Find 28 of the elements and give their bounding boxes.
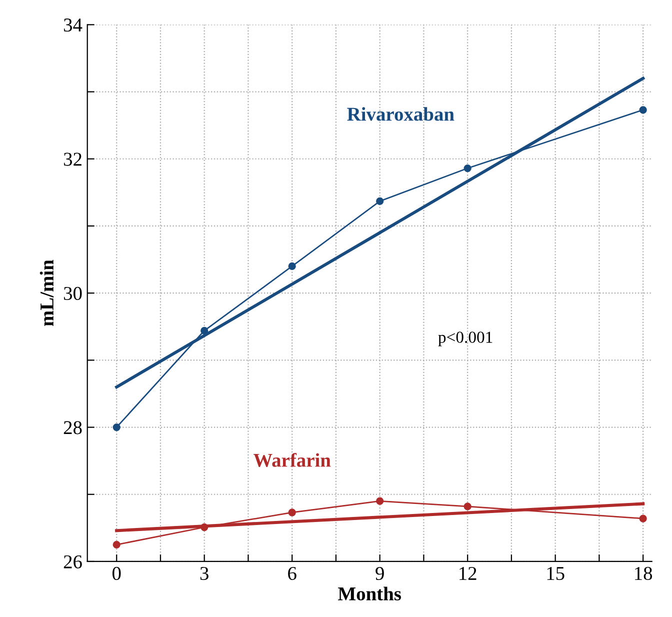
x-tick-label: 15 bbox=[547, 566, 564, 580]
y-tick-label: 28 bbox=[64, 421, 82, 434]
y-tick-label: 26 bbox=[64, 555, 82, 568]
text: Rivaroxaban bbox=[347, 107, 454, 121]
point bbox=[464, 502, 472, 510]
point bbox=[288, 262, 296, 270]
text: Warfarin bbox=[253, 452, 331, 467]
x-tick-label: 6 bbox=[288, 566, 296, 580]
y-tick-label: 34 bbox=[64, 18, 82, 32]
y-axis-title: mL/min bbox=[40, 260, 54, 326]
x-axis-title: Months bbox=[338, 586, 401, 600]
y-tick-label: 30 bbox=[64, 286, 82, 300]
x-tick-label: 9 bbox=[376, 566, 384, 580]
x-tick-label: 12 bbox=[460, 566, 476, 580]
annotation: p<0.001 bbox=[438, 332, 492, 346]
point bbox=[288, 508, 296, 516]
point bbox=[376, 197, 384, 205]
point bbox=[376, 497, 384, 505]
x-tick-label: 18 bbox=[635, 566, 652, 580]
point bbox=[639, 514, 647, 522]
x-tick-label: 3 bbox=[200, 566, 208, 580]
point bbox=[200, 326, 208, 334]
x-tick-label: 0 bbox=[112, 566, 121, 580]
point bbox=[464, 164, 472, 172]
point bbox=[112, 540, 120, 549]
point bbox=[112, 423, 120, 432]
point bbox=[639, 106, 647, 114]
y-tick-label: 32 bbox=[64, 152, 82, 166]
